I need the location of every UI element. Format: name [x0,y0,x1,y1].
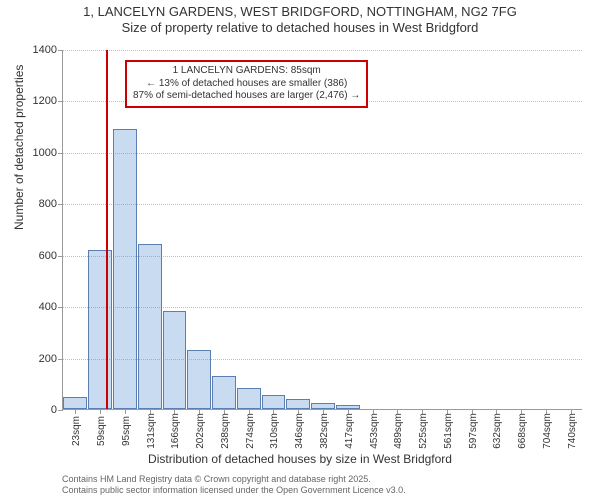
xtick-label: 632sqm [492,413,503,449]
ytick-mark [58,50,63,51]
xtick-label: 95sqm [121,416,132,446]
callout-line3: 87% of semi-detached houses are larger (… [133,90,360,103]
xtick-label: 561sqm [443,413,454,449]
ytick-mark [58,410,63,411]
ytick-mark [58,359,63,360]
xtick-label: 704sqm [542,413,553,449]
xtick-label: 346sqm [294,413,305,449]
xtick-label: 202sqm [195,413,206,449]
callout-line2: ← 13% of detached houses are smaller (38… [133,78,360,91]
yaxis-title: Number of detached properties [12,65,26,230]
title-block: 1, LANCELYN GARDENS, WEST BRIDGFORD, NOT… [0,0,600,37]
bar [163,311,187,409]
gridline-h [63,50,582,51]
footer-line1: Contains HM Land Registry data © Crown c… [62,474,406,485]
xtick-label: 417sqm [344,413,355,449]
ytick-label: 0 [51,404,57,416]
xtick-label: 489sqm [393,413,404,449]
footer: Contains HM Land Registry data © Crown c… [62,474,406,496]
bar [212,376,236,409]
bar [262,395,286,409]
xtick-label: 274sqm [245,413,256,449]
ytick-label: 1200 [33,95,57,107]
xtick-label: 382sqm [319,413,330,449]
bar [63,397,87,409]
xtick-label: 23sqm [71,416,82,446]
xtick-label: 740sqm [567,413,578,449]
bar [138,244,162,409]
ytick-mark [58,256,63,257]
xtick-mark [100,409,101,414]
plot-area: 020040060080010001200140023sqm59sqm95sqm… [62,50,582,410]
xtick-label: 525sqm [418,413,429,449]
chart-container: 1, LANCELYN GARDENS, WEST BRIDGFORD, NOT… [0,0,600,500]
xtick-label: 668sqm [517,413,528,449]
title-line2: Size of property relative to detached ho… [0,20,600,36]
gridline-h [63,153,582,154]
ytick-label: 200 [39,353,57,365]
ytick-label: 1000 [33,147,57,159]
xtick-label: 166sqm [170,413,181,449]
xtick-label: 131sqm [146,413,157,449]
bar [88,250,112,409]
bar [237,388,261,409]
ytick-label: 400 [39,301,57,313]
ytick-label: 1400 [33,44,57,56]
xtick-mark [75,409,76,414]
bar [113,129,137,409]
ytick-mark [58,153,63,154]
marker-line [106,50,108,409]
marker-callout: 1 LANCELYN GARDENS: 85sqm ← 13% of detac… [125,60,368,108]
xtick-label: 310sqm [269,413,280,449]
ytick-label: 600 [39,250,57,262]
ytick-mark [58,101,63,102]
xtick-mark [125,409,126,414]
xtick-label: 597sqm [468,413,479,449]
xtick-label: 59sqm [96,416,107,446]
bar [286,399,310,409]
ytick-mark [58,307,63,308]
callout-line1: 1 LANCELYN GARDENS: 85sqm [133,65,360,78]
footer-line2: Contains public sector information licen… [62,485,406,496]
title-line1: 1, LANCELYN GARDENS, WEST BRIDGFORD, NOT… [0,4,600,20]
xtick-label: 453sqm [369,413,380,449]
gridline-h [63,204,582,205]
ytick-mark [58,204,63,205]
bar [187,350,211,409]
xtick-label: 238sqm [220,413,231,449]
ytick-label: 800 [39,198,57,210]
xaxis-title: Distribution of detached houses by size … [0,452,600,466]
